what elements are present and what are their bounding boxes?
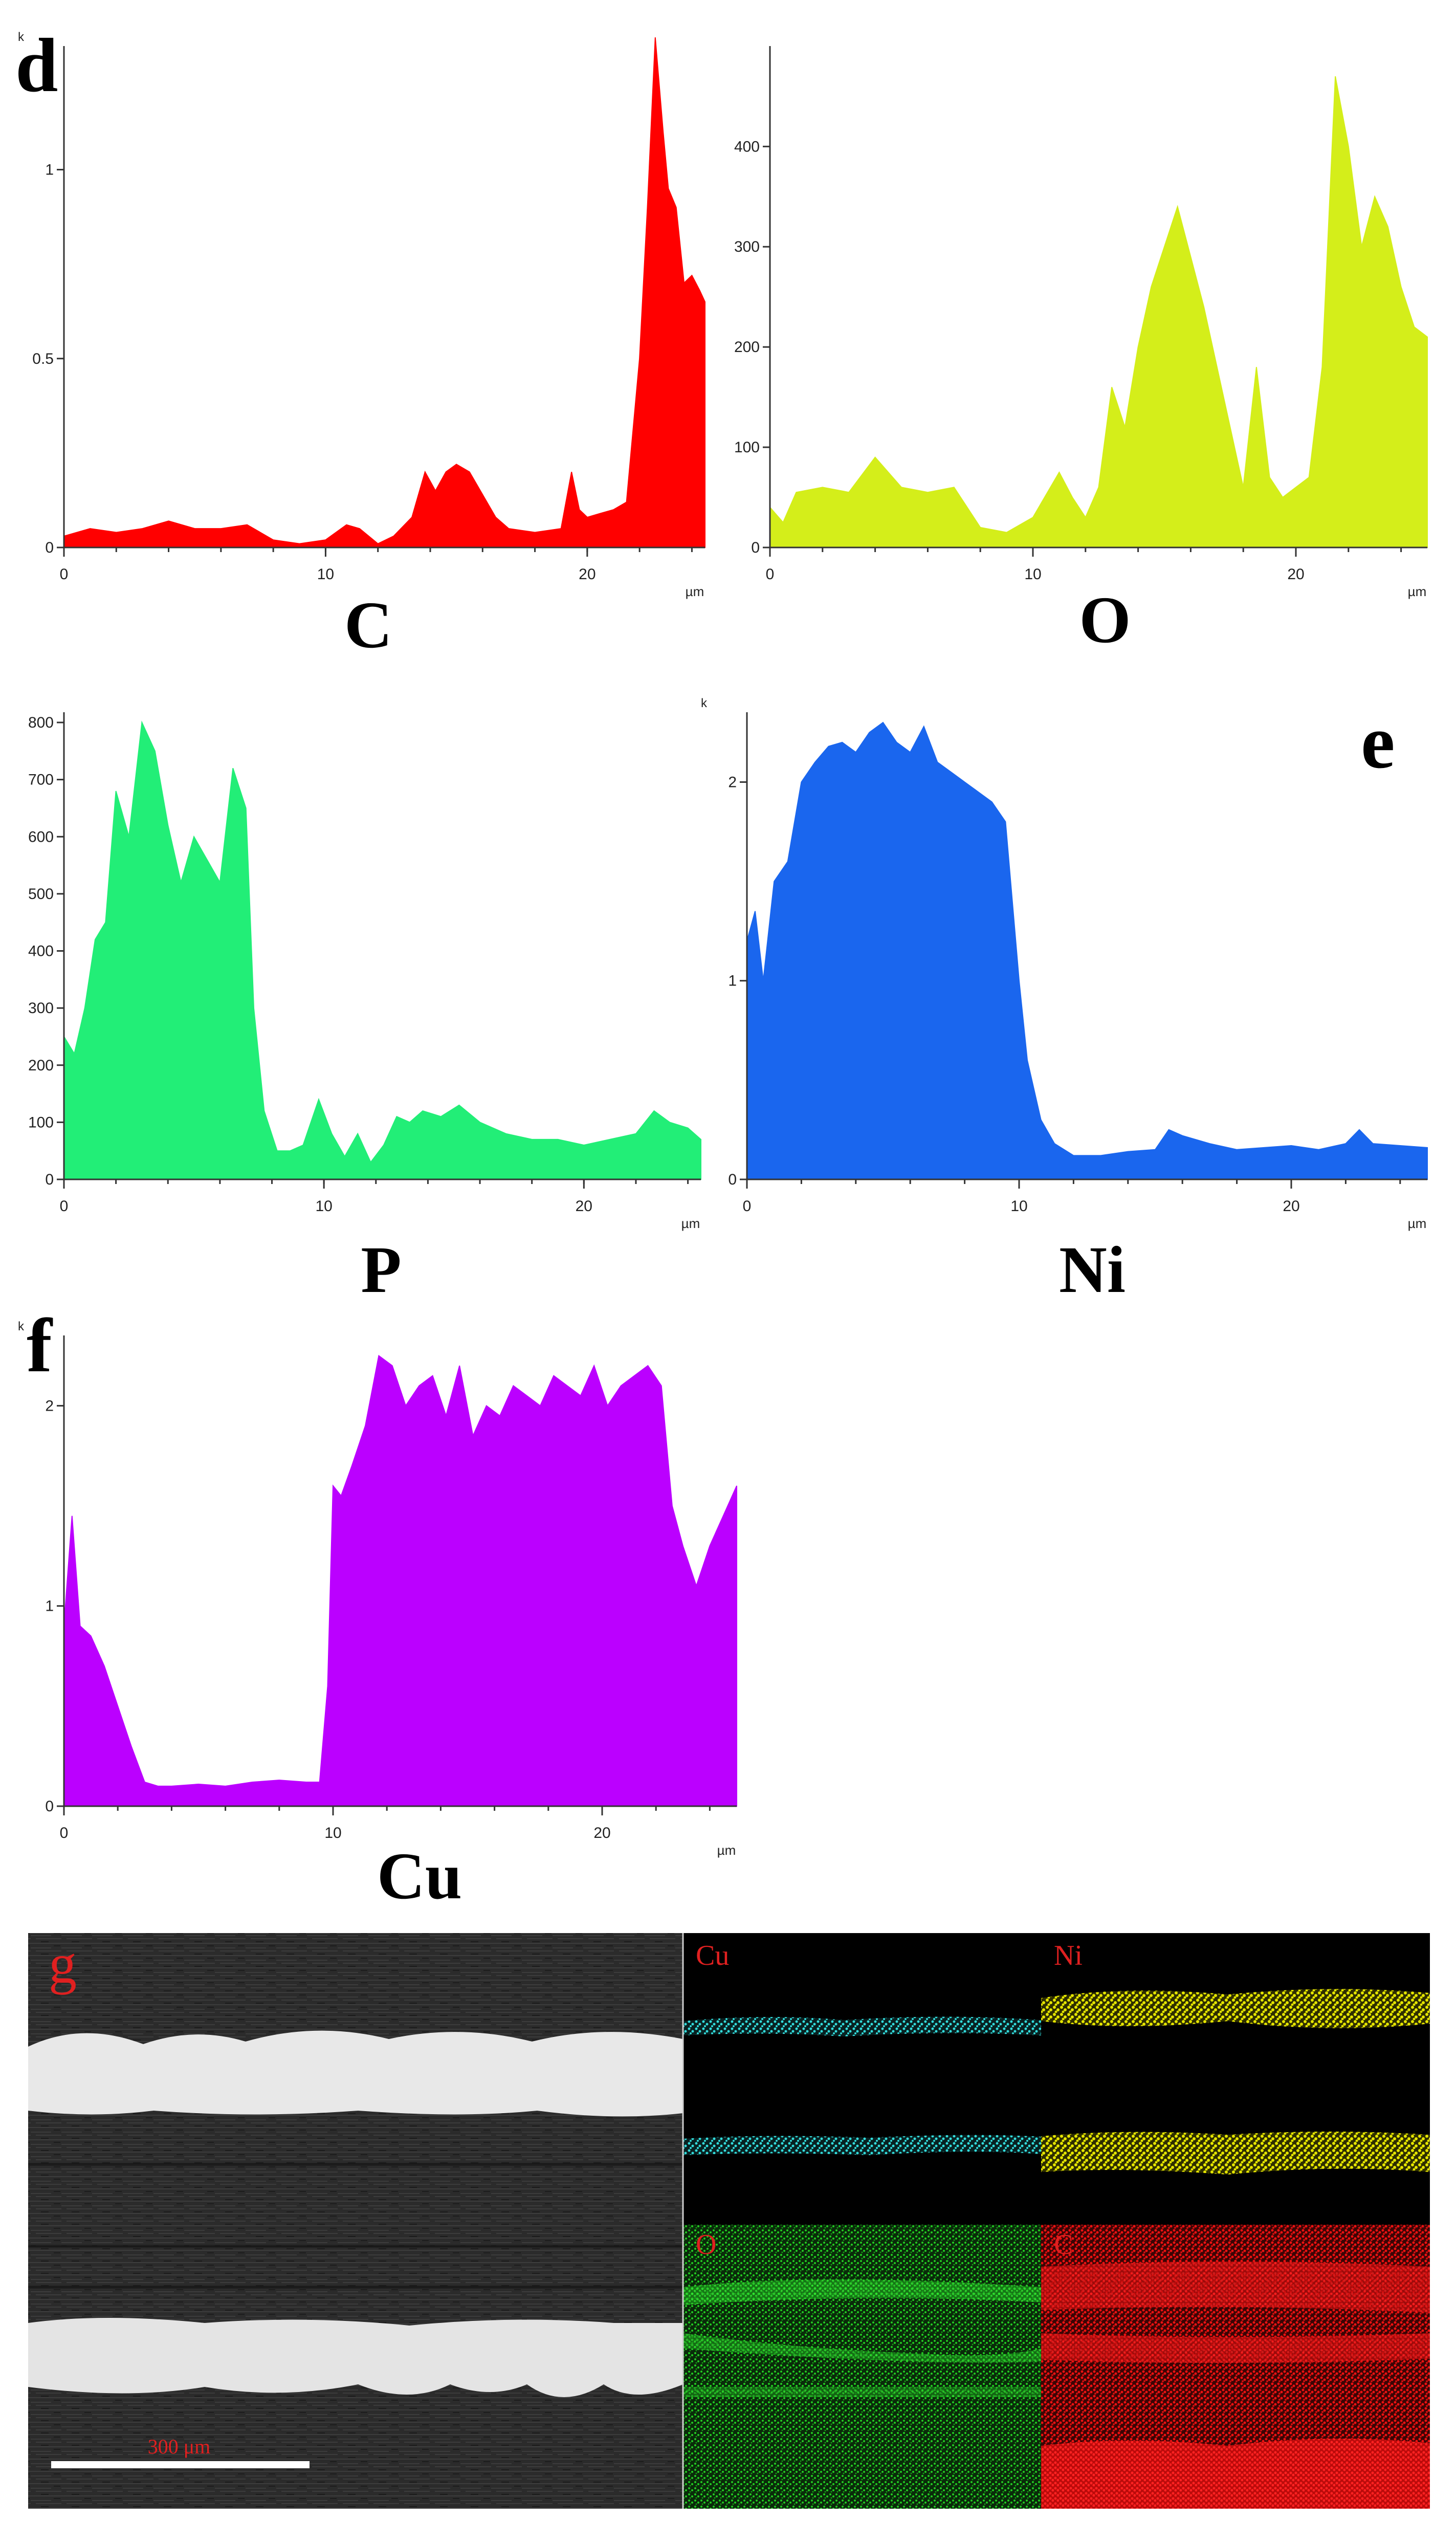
x-tick-label: 0 <box>60 1825 69 1841</box>
panel-letter-g: g <box>49 1933 77 1995</box>
x-tick-label: 20 <box>579 566 595 583</box>
chart-o: 0 100 200 300 400 0 10 20 µm <box>734 46 1428 599</box>
y-unit-label: k <box>18 1320 25 1333</box>
x-unit-label: µm <box>1408 584 1427 599</box>
sem-image: 300 μm g <box>28 1933 683 2509</box>
map-label-ni: Ni <box>1054 1940 1083 1971</box>
x-tick-label: 10 <box>1024 566 1041 583</box>
x-tick-label: 10 <box>1010 1198 1027 1215</box>
y-tick-label: 100 <box>734 439 760 456</box>
y-tick-label: 2 <box>45 1397 54 1414</box>
element-label-c: C <box>344 588 392 662</box>
y-tick-label: 0 <box>45 539 54 556</box>
series-area-o <box>769 76 1428 548</box>
map-label-o: O <box>696 2229 716 2261</box>
eds-map-ni: Ni <box>1041 1933 1430 2225</box>
panel-letter-e: e <box>1361 699 1395 784</box>
y-tick-label: 1 <box>45 162 54 179</box>
y-tick-label: 600 <box>28 828 54 845</box>
y-unit-label: k <box>18 30 25 44</box>
x-tick-label: 20 <box>1283 1198 1299 1215</box>
y-tick-label: 0.5 <box>32 350 54 367</box>
map-label-c: C <box>1054 2229 1073 2261</box>
panel-letter-f: f <box>27 1303 53 1388</box>
x-tick-label: 20 <box>1287 566 1304 583</box>
y-tick-label: 0 <box>45 1798 54 1815</box>
y-tick-label: 400 <box>734 138 760 155</box>
element-label-cu: Cu <box>377 1839 462 1913</box>
x-tick-label: 10 <box>324 1825 341 1841</box>
scale-bar <box>51 2461 310 2468</box>
eds-map-cu: Cu <box>683 1933 1041 2225</box>
map-label-cu: Cu <box>696 1940 729 1971</box>
series-area-ni <box>746 721 1428 1180</box>
sem-panel: 300 μm g Cu Ni O <box>28 1933 1430 2509</box>
y-tick-label: 0 <box>728 1171 737 1188</box>
y-tick-label: 300 <box>28 1000 54 1017</box>
y-tick-label: 2 <box>728 774 737 791</box>
y-unit-label: k <box>701 696 708 710</box>
x-tick-label: 20 <box>593 1825 610 1841</box>
x-unit-label: µm <box>686 584 704 599</box>
element-label-ni: Ni <box>1059 1233 1126 1307</box>
element-label-o: O <box>1079 583 1131 657</box>
x-tick-label: 0 <box>743 1198 752 1215</box>
x-tick-label: 0 <box>766 566 775 583</box>
y-tick-label: 0 <box>45 1171 54 1188</box>
y-tick-label: 1 <box>728 973 737 990</box>
y-tick-label: 700 <box>28 772 54 788</box>
x-tick-label: 0 <box>60 566 69 583</box>
eds-map-c: C <box>1041 2225 1430 2509</box>
x-tick-label: 10 <box>315 1198 332 1215</box>
series-area-cu <box>63 1354 737 1807</box>
y-tick-label: 400 <box>28 943 54 960</box>
y-tick-label: 1 <box>45 1598 54 1615</box>
x-unit-label: µm <box>717 1843 736 1858</box>
y-tick-label: 100 <box>28 1114 54 1131</box>
series-area-p <box>63 720 701 1180</box>
x-tick-label: 0 <box>60 1198 69 1215</box>
eds-map-o: O <box>683 2225 1041 2509</box>
x-unit-label: µm <box>681 1216 700 1231</box>
y-tick-label: 500 <box>28 886 54 903</box>
chart-p: 0 100 200 300 400 500 600 700 800 0 10 20 µm <box>28 712 701 1231</box>
x-tick-label: 10 <box>317 566 334 583</box>
element-label-p: P <box>361 1233 401 1307</box>
scale-bar-label: 300 μm <box>148 2435 211 2458</box>
y-tick-label: 0 <box>751 539 760 556</box>
x-unit-label: µm <box>1408 1216 1427 1231</box>
y-tick-label: 800 <box>28 714 54 731</box>
x-tick-label: 20 <box>576 1198 592 1215</box>
y-tick-label: 200 <box>734 339 760 356</box>
y-tick-label: 200 <box>28 1057 54 1074</box>
series-area-c <box>63 37 705 548</box>
y-tick-label: 300 <box>734 238 760 255</box>
panel-letter-d: d <box>15 23 58 108</box>
